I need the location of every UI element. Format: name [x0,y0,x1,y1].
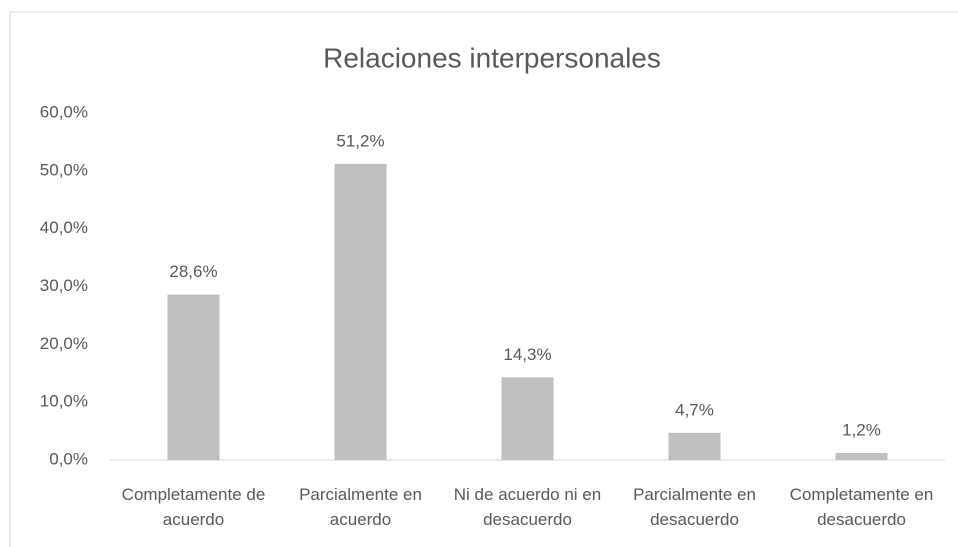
chart-title: Relaciones interpersonales [323,42,661,73]
bar [334,163,387,461]
bar [835,453,888,460]
data-label: 1,2% [842,421,881,440]
y-tick-label: 30,0% [40,276,88,295]
data-label: 51,2% [336,131,384,150]
y-tick-label: 50,0% [40,160,88,179]
y-tick-label: 60,0% [40,102,88,121]
data-label: 28,6% [169,262,217,281]
y-tick-label: 20,0% [40,334,88,353]
chart-border [9,11,958,547]
x-tick-label: Parcialmente en acuerdo [299,485,422,529]
data-label: 4,7% [675,400,714,419]
y-tick-label: 0,0% [49,449,88,468]
x-tick-label: Completamente en desacuerdo [789,485,934,529]
data-label: 14,3% [503,345,551,364]
bar [167,294,220,460]
x-tick-label: Ni de acuerdo ni en desacuerdo [453,485,602,529]
y-tick-label: 40,0% [40,218,88,237]
x-tick-label: Completamente de acuerdo [121,485,266,529]
y-tick-label: 10,0% [40,392,88,411]
x-tick-label: Parcialmente en desacuerdo [633,485,756,529]
bar [501,377,554,460]
bar [668,432,721,460]
